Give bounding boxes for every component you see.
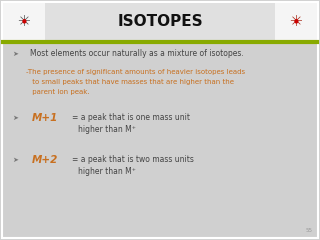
Text: -The presence of significant amounts of heavier isotopes leads: -The presence of significant amounts of … <box>26 69 245 75</box>
Text: = a peak that is two mass units: = a peak that is two mass units <box>72 156 194 164</box>
Text: higher than M⁺: higher than M⁺ <box>78 125 136 133</box>
Text: ➤: ➤ <box>12 51 18 57</box>
Text: parent ion peak.: parent ion peak. <box>30 89 90 95</box>
Text: ➤: ➤ <box>12 115 18 121</box>
Text: ✳: ✳ <box>18 13 30 29</box>
Bar <box>3 3 45 42</box>
Text: ●: ● <box>294 18 298 24</box>
Text: to small peaks that have masses that are higher than the: to small peaks that have masses that are… <box>30 79 234 85</box>
Text: higher than M⁺: higher than M⁺ <box>78 167 136 175</box>
Text: 55: 55 <box>306 228 313 233</box>
Text: M+1: M+1 <box>32 113 58 123</box>
Bar <box>3 3 317 42</box>
Text: ISOTOPES: ISOTOPES <box>117 13 203 29</box>
Text: Most elements occur naturally as a mixture of isotopes.: Most elements occur naturally as a mixtu… <box>30 49 244 59</box>
Text: M+2: M+2 <box>32 155 58 165</box>
Bar <box>275 3 317 42</box>
Text: ✳: ✳ <box>290 13 302 29</box>
Text: ➤: ➤ <box>12 157 18 163</box>
Text: ●: ● <box>22 18 26 24</box>
Text: = a peak that is one mass unit: = a peak that is one mass unit <box>72 114 190 122</box>
